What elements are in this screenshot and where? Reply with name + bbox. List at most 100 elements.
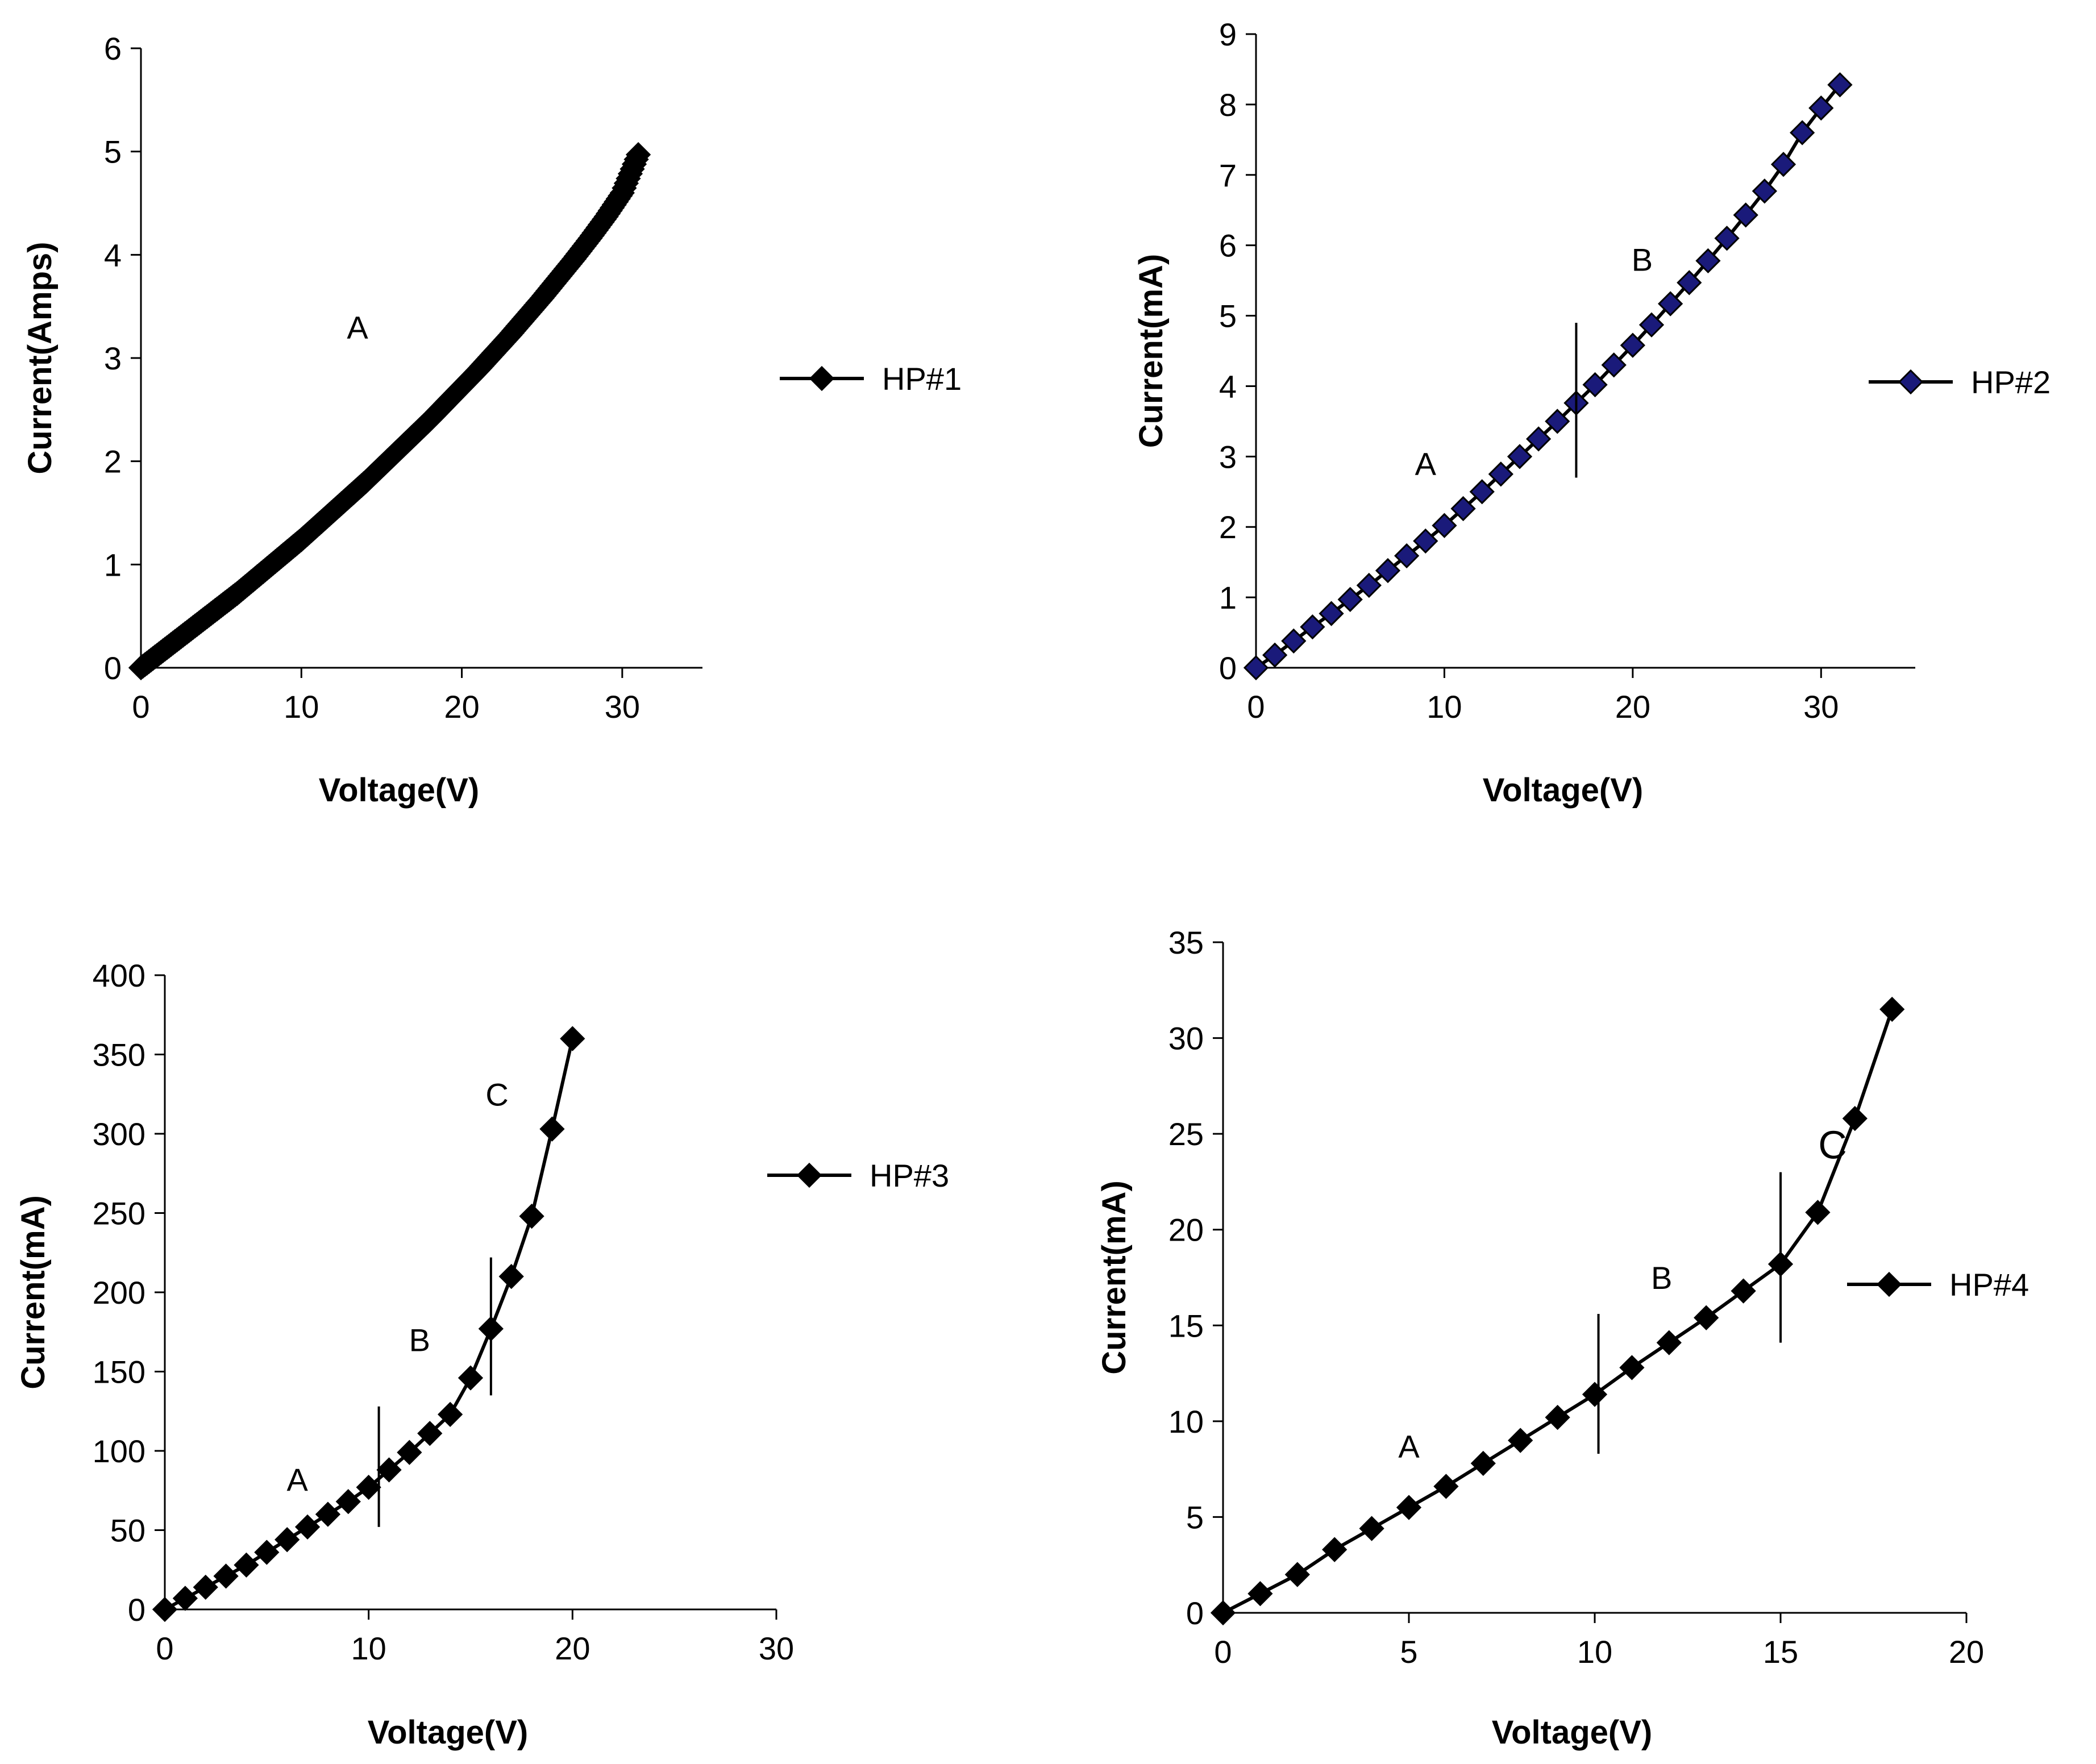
- data-point: [1284, 1562, 1310, 1587]
- x-tick-label: 20: [1949, 1634, 1984, 1670]
- data-point: [498, 1263, 524, 1289]
- y-tick-label: 5: [104, 134, 122, 170]
- chart-hp1: 0 1 2 3 4 5 6 0 10 20 30 Voltage(V) Current(Amps) A HP…: [22, 31, 962, 809]
- y-tick-label: 20: [1168, 1212, 1204, 1248]
- data-point: [1677, 270, 1702, 296]
- y-tick-label: 150: [93, 1354, 145, 1390]
- data-point: [1805, 1200, 1831, 1225]
- x-tick-label: 0: [1247, 689, 1265, 725]
- data-point: [1656, 1330, 1682, 1355]
- y-tick-label: 5: [1186, 1499, 1204, 1535]
- data-point: [1300, 614, 1325, 640]
- y-tick-label: 2: [1219, 509, 1237, 545]
- data-point: [1247, 1581, 1273, 1607]
- y-tick-label: 35: [1168, 925, 1204, 960]
- y-tick-label: 2: [104, 444, 122, 480]
- y-tick-label: 400: [93, 958, 145, 993]
- data-point: [1545, 409, 1570, 434]
- data-point: [1582, 1382, 1608, 1407]
- series-line: [1255, 84, 1841, 669]
- y-tick-label: 7: [1219, 157, 1237, 193]
- y-tick-label: 0: [1219, 650, 1237, 686]
- y-tick-label: 30: [1168, 1021, 1204, 1056]
- region-label-b: B: [409, 1322, 430, 1358]
- data-point: [1375, 558, 1401, 584]
- y-axis-title: Current(mA): [15, 1195, 52, 1389]
- y-tick-label: 100: [93, 1433, 145, 1469]
- data-point: [1488, 461, 1513, 487]
- data-point: [1770, 152, 1796, 177]
- x-axis-title: Voltage(V): [368, 1714, 529, 1751]
- region-label-a: A: [1398, 1429, 1420, 1465]
- data-point: [1582, 372, 1608, 398]
- data-point: [1394, 543, 1420, 569]
- y-tick-label: 15: [1168, 1308, 1204, 1343]
- data-point: [417, 1421, 443, 1446]
- data-point: [560, 1026, 585, 1051]
- y-tick-label: 0: [128, 1592, 145, 1628]
- y-tick-label: 8: [1219, 87, 1237, 123]
- chart-hp3: 0 50 100 150 200 250 300 350 400 0 10 20 30 Voltage(V…: [15, 958, 949, 1751]
- data-point: [1694, 1305, 1719, 1330]
- y-tick-label: 10: [1168, 1404, 1204, 1440]
- data-point: [1508, 1428, 1533, 1453]
- region-label-a: A: [286, 1462, 308, 1497]
- data-point: [1790, 120, 1815, 145]
- x-tick-label: 0: [1214, 1634, 1232, 1670]
- region-label-b: B: [1651, 1260, 1672, 1296]
- data-point: [1808, 95, 1834, 121]
- x-tick-label: 10: [1427, 689, 1462, 725]
- data-point: [356, 1475, 381, 1500]
- data-point: [1545, 1404, 1570, 1430]
- data-point: [1638, 312, 1665, 338]
- y-tick-label: 50: [110, 1513, 145, 1549]
- region-label-c: C: [485, 1076, 508, 1112]
- y-axis-title: Current(mA): [1133, 254, 1170, 448]
- x-tick-label: 30: [1803, 689, 1839, 725]
- data-point: [213, 1563, 239, 1589]
- data-point: [458, 1365, 484, 1391]
- y-tick-label: 350: [93, 1037, 145, 1073]
- data-point: [438, 1401, 463, 1427]
- series-line: [1222, 1009, 1894, 1615]
- x-tick-label: 30: [605, 689, 640, 725]
- data-point: [625, 142, 651, 168]
- data-point: [335, 1489, 361, 1515]
- x-tick-label: 10: [351, 1630, 386, 1666]
- x-axis-title: Voltage(V): [319, 772, 480, 809]
- x-tick-label: 20: [555, 1630, 590, 1666]
- region-label-a: A: [1415, 446, 1437, 482]
- legend-marker: [809, 365, 835, 392]
- y-axis-title: Current(Amps): [22, 242, 59, 474]
- data-point: [1733, 202, 1758, 228]
- legend-label: HP#4: [1949, 1267, 2029, 1303]
- y-tick-label: 3: [1219, 439, 1237, 475]
- x-tick-label: 30: [759, 1630, 794, 1666]
- data-point: [1396, 1495, 1422, 1520]
- data-point: [1695, 248, 1721, 274]
- x-tick-label: 10: [284, 689, 319, 725]
- data-point: [539, 1116, 565, 1142]
- data-point: [234, 1552, 259, 1578]
- y-tick-label: 9: [1219, 16, 1237, 52]
- y-tick-label: 4: [104, 237, 122, 273]
- x-tick-label: 0: [156, 1630, 173, 1666]
- data-point: [1842, 1106, 1868, 1131]
- data-point: [254, 1540, 280, 1565]
- data-point: [1337, 586, 1363, 612]
- legend: HP#2: [1869, 364, 2051, 400]
- x-tick-label: 20: [444, 689, 479, 725]
- legend: HP#4: [1847, 1267, 2029, 1303]
- y-tick-label: 25: [1168, 1116, 1204, 1152]
- data-point: [193, 1574, 218, 1600]
- region-label-c: C: [1818, 1123, 1847, 1167]
- data-point: [1243, 655, 1269, 681]
- data-point: [1356, 572, 1382, 598]
- y-tick-label: 6: [104, 31, 122, 66]
- legend-label: HP#1: [882, 361, 962, 397]
- data-point: [1620, 332, 1645, 358]
- data-point: [1359, 1516, 1384, 1541]
- legend-marker: [1876, 1271, 1902, 1297]
- data-point: [1262, 642, 1288, 668]
- y-tick-label: 200: [93, 1275, 145, 1310]
